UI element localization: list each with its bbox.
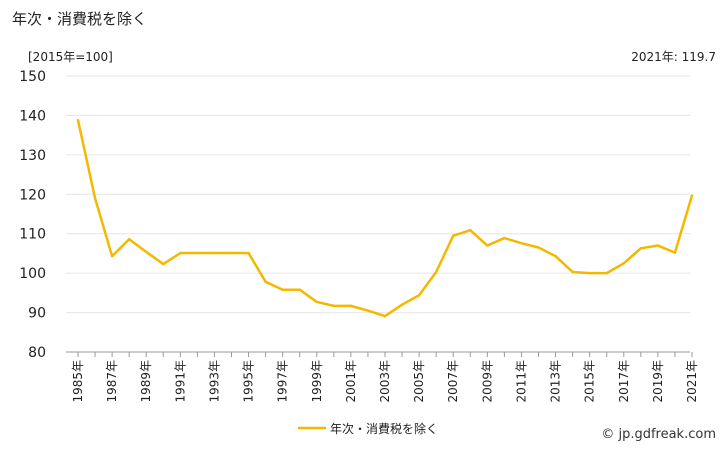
data-point-2008 bbox=[469, 228, 472, 232]
data-point-1986 bbox=[93, 197, 97, 200]
data-point-1995 bbox=[247, 251, 250, 255]
x-tick-label-2019: 2019年 bbox=[651, 360, 665, 403]
x-tick-label-1989: 1989年 bbox=[139, 360, 153, 403]
x-tick-label-2005: 2005年 bbox=[412, 360, 426, 403]
x-tick-label-2003: 2003年 bbox=[378, 360, 392, 403]
data-point-1989 bbox=[145, 250, 148, 254]
grid-lines bbox=[66, 75, 690, 314]
data-point-2013 bbox=[554, 254, 557, 258]
chart-title: 年次・消費税を除く bbox=[12, 10, 148, 28]
data-point-1991 bbox=[179, 251, 182, 255]
data-point-1985 bbox=[76, 118, 80, 122]
y-axis-ticks: 80 90 100 110 120 130 140 150 bbox=[19, 69, 46, 361]
data-point-1994 bbox=[230, 251, 233, 255]
x-tick-label-1991: 1991年 bbox=[173, 360, 187, 403]
data-point-2018 bbox=[639, 247, 643, 250]
data-point-1996 bbox=[264, 280, 267, 284]
series-lines bbox=[76, 118, 694, 318]
data-point-2000 bbox=[332, 304, 336, 308]
x-tick-label-1987: 1987年 bbox=[105, 360, 119, 403]
data-point-2016 bbox=[605, 271, 608, 275]
series-line-0 bbox=[76, 119, 694, 318]
x-tick-label-1995: 1995年 bbox=[242, 360, 256, 403]
y-tick-label-100: 100 bbox=[19, 266, 46, 282]
data-point-1990 bbox=[162, 262, 165, 266]
data-point-2004 bbox=[400, 303, 404, 306]
data-point-1988 bbox=[127, 238, 131, 241]
data-point-2002 bbox=[366, 309, 370, 312]
data-point-2012 bbox=[537, 246, 540, 249]
source-credit: © jp.gdfreak.com bbox=[601, 427, 716, 442]
data-point-1987 bbox=[110, 254, 114, 258]
data-point-2003 bbox=[383, 314, 387, 318]
y-tick-label-140: 140 bbox=[19, 108, 46, 124]
data-point-2001 bbox=[349, 304, 353, 308]
x-tick-label-1999: 1999年 bbox=[310, 360, 324, 403]
y-tick-label-130: 130 bbox=[19, 148, 46, 164]
x-axis: 1985年 1987年 1989年 1991年 1993年 1995年 1997年 1999年… bbox=[66, 351, 699, 403]
data-point-1997 bbox=[281, 288, 284, 291]
x-tick-label-1997: 1997年 bbox=[276, 360, 290, 403]
y-axis-unit-label: [2015年=100] bbox=[28, 50, 113, 64]
data-point-1993 bbox=[213, 251, 216, 255]
data-point-2009 bbox=[486, 244, 489, 247]
data-point-2017 bbox=[622, 262, 625, 265]
x-tick-label-1993: 1993年 bbox=[207, 360, 221, 403]
x-tick-label-2013: 2013年 bbox=[549, 360, 563, 403]
data-point-1992 bbox=[196, 251, 199, 255]
x-tick-label-1985: 1985年 bbox=[71, 360, 85, 403]
legend-label: 年次・消費税を除く bbox=[330, 421, 438, 436]
x-tick-label-2021: 2021年 bbox=[685, 360, 699, 403]
y-tick-label-150: 150 bbox=[19, 69, 46, 85]
y-tick-label-120: 120 bbox=[19, 187, 46, 203]
data-point-2019 bbox=[656, 244, 660, 247]
data-point-2006 bbox=[434, 270, 438, 274]
y-tick-label-80: 80 bbox=[28, 345, 46, 361]
x-tick-label-2017: 2017年 bbox=[617, 360, 631, 403]
x-tick-label-2011: 2011年 bbox=[514, 360, 528, 403]
data-point-2011 bbox=[520, 241, 523, 245]
latest-value-label: 2021年: 119.7 bbox=[631, 50, 716, 64]
x-tick-label-2009: 2009年 bbox=[480, 360, 494, 403]
x-tick-label-2007: 2007年 bbox=[446, 360, 460, 403]
x-tick-label-2001: 2001年 bbox=[344, 360, 358, 403]
x-tick-label-2015: 2015年 bbox=[583, 360, 597, 403]
data-point-2014 bbox=[571, 270, 574, 274]
data-point-1999 bbox=[315, 300, 318, 304]
data-point-2005 bbox=[417, 294, 421, 297]
data-point-1998 bbox=[298, 288, 301, 291]
data-point-2007 bbox=[452, 234, 455, 237]
y-tick-label-90: 90 bbox=[28, 306, 46, 322]
data-point-2020 bbox=[673, 251, 677, 254]
y-tick-label-110: 110 bbox=[19, 227, 46, 243]
data-point-2015 bbox=[588, 271, 591, 275]
legend: 年次・消費税を除く bbox=[298, 421, 438, 436]
data-point-2021 bbox=[690, 194, 694, 197]
data-point-2010 bbox=[503, 236, 506, 240]
